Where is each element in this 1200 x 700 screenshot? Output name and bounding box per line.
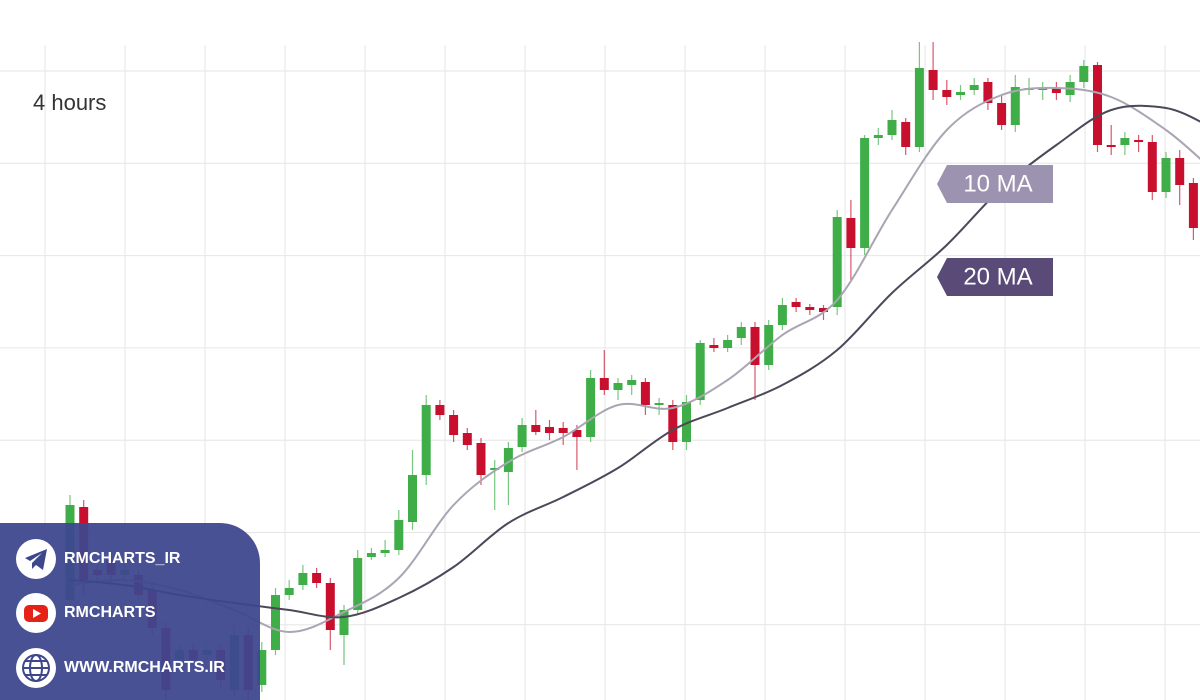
- candle-body: [750, 327, 760, 365]
- candle-body: [695, 343, 705, 400]
- candle-body: [312, 573, 322, 583]
- ma-label-badge: [937, 165, 1053, 203]
- candle-body: [257, 650, 267, 685]
- candle-body: [887, 120, 897, 135]
- candle-body: [736, 327, 746, 338]
- candle-body: [476, 443, 486, 475]
- candle-body: [1134, 140, 1144, 142]
- ma-line: [69, 104, 1200, 619]
- candle-body: [983, 82, 993, 103]
- candle-body: [1093, 65, 1102, 145]
- candle-body: [627, 380, 637, 385]
- candle-body: [558, 428, 568, 433]
- candle-body: [613, 383, 623, 390]
- candle-body: [709, 345, 719, 348]
- candle-body: [901, 122, 911, 147]
- candle-body: [380, 550, 390, 553]
- candle-body: [997, 103, 1007, 125]
- candle-body: [640, 382, 650, 405]
- candle-body: [819, 308, 828, 312]
- candle-body: [353, 558, 363, 610]
- candle-body: [572, 430, 582, 437]
- candle-body: [1175, 158, 1185, 185]
- candle-body: [1038, 88, 1048, 90]
- ma-label: 10 MA: [963, 170, 1032, 197]
- candle-body: [914, 68, 924, 147]
- candle-body: [1106, 145, 1116, 147]
- candle-body: [421, 405, 431, 475]
- candle-body: [394, 520, 404, 550]
- candle-body: [723, 340, 733, 348]
- ma-labels: 10 MA 20 MA: [937, 165, 1053, 296]
- chart-title: 4 hours: [33, 90, 106, 115]
- watermark: RMCHARTS_IR RMCHARTS WWW.RMCHARTS.IR: [0, 523, 260, 700]
- candle-body: [1120, 138, 1130, 145]
- candle-body: [777, 305, 787, 325]
- ma-label: 20 MA: [963, 263, 1032, 290]
- candle-body: [325, 583, 335, 630]
- candle-body: [490, 468, 500, 470]
- candle-body: [408, 475, 417, 522]
- candle-body: [942, 90, 952, 97]
- candle-body: [586, 378, 596, 437]
- candle-body: [462, 433, 472, 445]
- ma-line: [69, 86, 1200, 634]
- candle-body: [1051, 88, 1061, 93]
- candle-body: [1147, 142, 1157, 192]
- candle-body: [449, 415, 459, 435]
- candle-body: [503, 448, 513, 472]
- candle-body: [271, 595, 280, 650]
- candle-body: [654, 403, 664, 405]
- candle-body: [969, 85, 979, 90]
- candle-body: [846, 218, 856, 248]
- telegram-plane: [25, 549, 47, 570]
- youtube-handle: RMCHARTS: [64, 604, 156, 621]
- candle-body: [873, 135, 883, 138]
- candle-body: [545, 427, 554, 433]
- candle-body: [860, 138, 870, 248]
- candle-body: [339, 610, 349, 635]
- candle-body: [668, 405, 678, 442]
- candle-body: [1161, 158, 1171, 192]
- candle-body: [956, 92, 965, 95]
- candle-body: [599, 378, 609, 390]
- candle-body: [517, 425, 527, 447]
- candle-body: [791, 302, 801, 307]
- watermark-panel: [0, 523, 260, 700]
- website: WWW.RMCHARTS.IR: [64, 659, 225, 676]
- ma-label-badge: [937, 258, 1053, 296]
- youtube-play: [33, 609, 41, 618]
- candle-body: [284, 588, 294, 595]
- globe: [22, 654, 50, 682]
- candle-body: [531, 425, 541, 432]
- candle-body: [682, 402, 691, 442]
- candle-body: [1010, 87, 1020, 125]
- candle-body: [298, 573, 308, 585]
- candle-body: [1079, 66, 1089, 82]
- candle-body: [366, 553, 376, 557]
- candle-body: [1188, 183, 1198, 228]
- candle-body: [805, 307, 815, 310]
- telegram-handle: RMCHARTS_IR: [64, 550, 181, 567]
- candle-body: [832, 217, 842, 307]
- candle-body: [435, 405, 445, 415]
- candle-body: [928, 70, 938, 90]
